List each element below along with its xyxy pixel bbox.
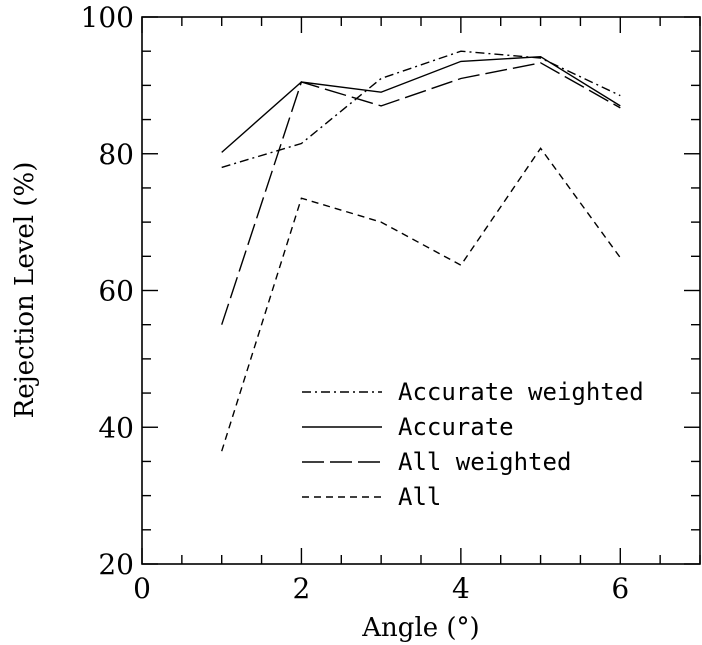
y-tick-label: 60	[98, 275, 134, 308]
series-lines	[221, 50, 621, 452]
y-tick-label: 80	[98, 138, 134, 171]
plot-frame	[141, 16, 701, 565]
legend-label: Accurate weighted	[398, 378, 644, 406]
series-line	[221, 62, 621, 325]
legend: Accurate weighted Accurate All weighted All	[302, 378, 644, 511]
tick-labels: 0 2 4 6 20 40 60 80 100	[81, 1, 630, 605]
legend-label: All weighted	[398, 448, 571, 476]
y-tick-label: 100	[81, 1, 134, 34]
x-axis-label: Angle (°)	[361, 613, 479, 643]
x-tick-label: 0	[133, 572, 151, 605]
series-line	[221, 55, 621, 153]
y-axis-label: Rejection Level (%)	[10, 162, 40, 419]
y-tick-label: 40	[98, 411, 134, 444]
series-line	[221, 147, 621, 452]
legend-label: All	[398, 483, 441, 511]
x-tick-label: 2	[293, 572, 311, 605]
legend-label: Accurate	[398, 413, 514, 441]
x-tick-label: 6	[611, 572, 629, 605]
axis-ticks	[141, 16, 701, 565]
y-tick-label: 20	[98, 548, 134, 581]
x-tick-label: 4	[452, 572, 470, 605]
